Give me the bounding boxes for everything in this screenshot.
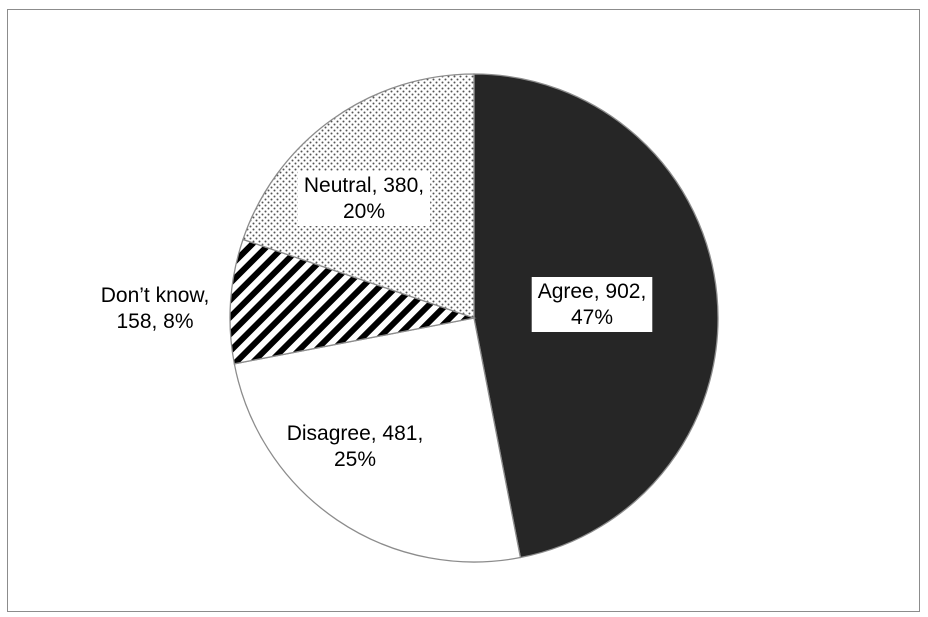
svg-text:Neutral, 380,20%: Neutral, 380, 20% bbox=[304, 174, 424, 223]
pie-slice-disagree bbox=[233, 317, 522, 563]
data-label-don-t-know: Don’t know, 158, 8% bbox=[101, 284, 210, 333]
svg-text:Agree, 902,47%: Agree, 902, 47% bbox=[538, 280, 647, 329]
svg-text:Disagree, 481,25%: Disagree, 481, 25% bbox=[287, 422, 424, 471]
data-label-neutral: Neutral, 380, 20% bbox=[297, 171, 431, 226]
svg-text:Don’t know,158, 8%: Don’t know, 158, 8% bbox=[101, 284, 210, 333]
pie-slice-don-t-know bbox=[229, 238, 477, 365]
data-label-disagree: Disagree, 481, 25% bbox=[287, 422, 424, 471]
data-label-agree: Agree, 902, 47% bbox=[531, 277, 653, 332]
